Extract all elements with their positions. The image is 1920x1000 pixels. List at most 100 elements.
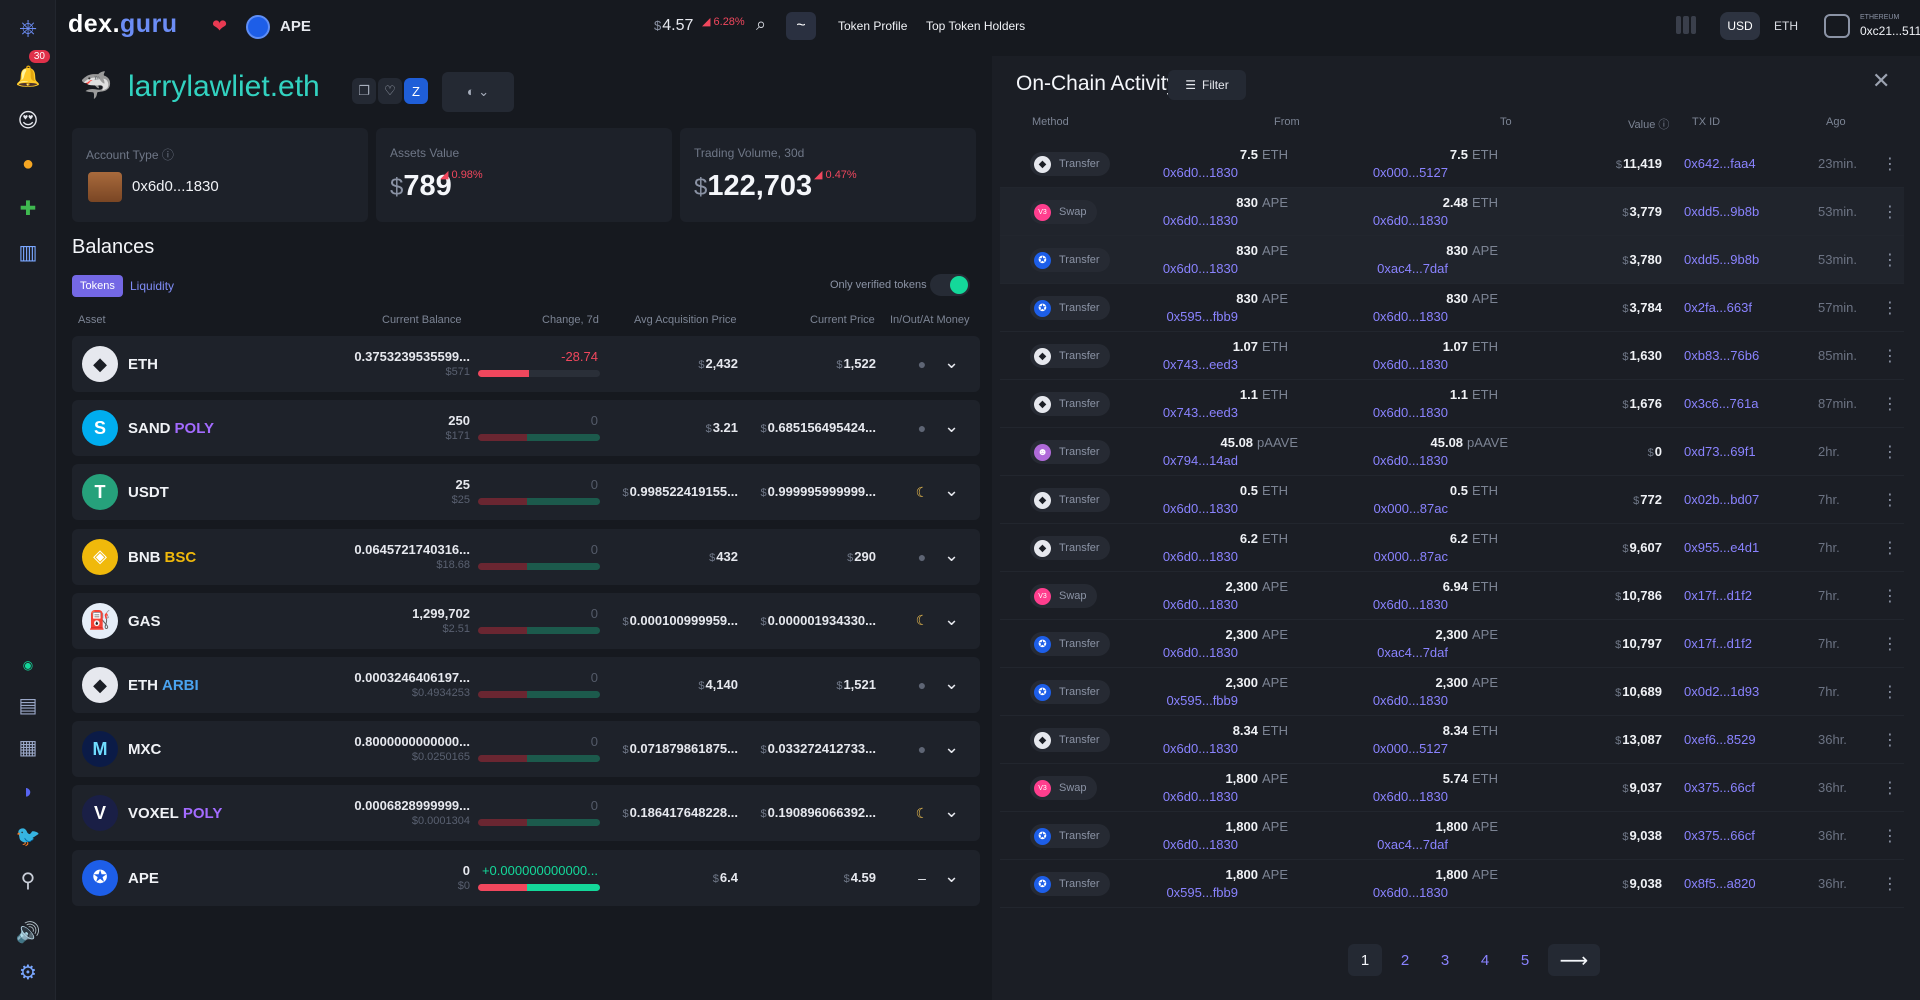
filter-button[interactable]: ☰ Filter	[1168, 70, 1246, 100]
from-address[interactable]: 0x6d0...1830	[1162, 501, 1238, 516]
asset-name[interactable]: MXC	[128, 741, 161, 758]
token-symbol[interactable]: APE	[280, 18, 311, 35]
next-page-button[interactable]: ⟶	[1548, 944, 1600, 976]
activity-row[interactable]: ◆ Transfer 7.5 ETH 0x6d0...1830 7.5 ETH 0x000..…	[1000, 140, 1904, 188]
chevron-down-icon[interactable]: ⌄	[944, 416, 960, 437]
to-address[interactable]: 0x6d0...1830	[1372, 789, 1448, 804]
token-profile-link[interactable]: Token Profile	[838, 19, 908, 33]
asset-name[interactable]: USDT	[128, 484, 169, 501]
top-holders-link[interactable]: Top Token Holders	[926, 19, 1026, 33]
more-options-icon[interactable]: ⋮	[1882, 204, 1898, 221]
activity-row[interactable]: ✪ Transfer 830 APE 0x595...fbb9 830 APE 0x6d0..…	[1000, 284, 1904, 332]
tx-id-link[interactable]: 0x8f5...a820	[1684, 876, 1756, 891]
to-address[interactable]: 0x000...87ac	[1373, 501, 1448, 516]
close-icon[interactable]: ✕	[1872, 68, 1891, 93]
activity-row[interactable]: ◆ Transfer 6.2 ETH 0x6d0...1830 6.2 ETH 0x000..…	[1000, 524, 1904, 572]
tx-id-link[interactable]: 0xef6...8529	[1684, 732, 1756, 747]
currency-eth-toggle[interactable]: ETH	[1774, 19, 1798, 33]
chart-dropdown-button[interactable]: ◐ ⌄	[442, 72, 514, 112]
to-address[interactable]: 0xac4...7daf	[1377, 645, 1448, 660]
activity-row[interactable]: ☻ Transfer 45.08 pAAVE 0x794...14ad 45.08 pAAV…	[1000, 428, 1904, 476]
tx-id-link[interactable]: 0xdd5...9b8b	[1684, 252, 1760, 267]
asset-name[interactable]: ETH	[128, 356, 158, 373]
chevron-down-icon[interactable]: ⌄	[944, 865, 960, 886]
puzzle-icon[interactable]: ✚	[19, 197, 37, 220]
activity-row[interactable]: ◆ Transfer 8.34 ETH 0x6d0...1830 8.34 ETH 0x000…	[1000, 716, 1904, 764]
asset-name[interactable]: APE	[128, 870, 159, 887]
dexguru-logo-icon[interactable]: ⎈	[19, 15, 37, 40]
to-address[interactable]: 0x6d0...1830	[1372, 309, 1448, 324]
balance-row[interactable]: ◈ BNB BSC 0.0645721740316... $18.68 0 $432 $290…	[72, 528, 980, 585]
more-options-icon[interactable]: ⋮	[1882, 636, 1898, 653]
verified-tokens-toggle[interactable]	[930, 274, 970, 296]
activity-row[interactable]: ✪ Transfer 2,300 APE 0x595...fbb9 2,300 APE 0x6…	[1000, 668, 1904, 716]
tx-id-link[interactable]: 0x0d2...1d93	[1684, 684, 1760, 699]
heart-outline-icon[interactable]: ♡	[378, 78, 402, 104]
balance-row[interactable]: ◆ ETH ARBI 0.0003246406197... $0.4934253 0 $4,…	[72, 657, 980, 713]
twitter-icon[interactable]: 🐦	[15, 825, 41, 848]
heart-icon[interactable]: ❤	[212, 16, 228, 36]
from-address[interactable]: 0x6d0...1830	[1162, 837, 1238, 852]
bell-icon[interactable]: 🔔 30	[8, 50, 50, 96]
discord-icon[interactable]: ◗	[21, 780, 35, 803]
search-icon[interactable]: ⌕	[756, 14, 767, 34]
more-options-icon[interactable]: ⋮	[1882, 876, 1898, 893]
tx-id-link[interactable]: 0xdd5...9b8b	[1684, 204, 1760, 219]
currency-usd-toggle[interactable]: USD	[1720, 12, 1760, 40]
to-address[interactable]: 0x000...5127	[1372, 165, 1448, 180]
from-address[interactable]: 0x6d0...1830	[1162, 789, 1238, 804]
balance-row[interactable]: V VOXEL POLY 0.0006828999999... $0.0001304 0 $…	[72, 785, 980, 842]
activity-row[interactable]: ✪ Transfer 830 APE 0x6d0...1830 830 APE 0xac4..…	[1000, 236, 1904, 284]
more-options-icon[interactable]: ⋮	[1882, 540, 1898, 557]
more-options-icon[interactable]: ⋮	[1882, 780, 1898, 797]
joystick-icon[interactable]: ⚲	[20, 869, 36, 892]
wallet-icon[interactable]	[1824, 14, 1850, 38]
tx-id-link[interactable]: 0x17f...d1f2	[1684, 636, 1752, 651]
from-address[interactable]: 0x595...fbb9	[1166, 885, 1238, 900]
page-4-button[interactable]: 4	[1480, 951, 1490, 969]
from-address[interactable]: 0x743...eed3	[1162, 357, 1238, 372]
to-address[interactable]: 0x6d0...1830	[1372, 453, 1448, 468]
from-address[interactable]: 0x6d0...1830	[1162, 165, 1238, 180]
tx-id-link[interactable]: 0x02b...bd07	[1684, 492, 1760, 507]
more-options-icon[interactable]: ⋮	[1882, 252, 1898, 269]
asset-name[interactable]: GAS	[128, 613, 161, 630]
chevron-down-icon[interactable]: ⌄	[944, 480, 960, 501]
asset-name[interactable]: ETH ARBI	[128, 677, 199, 694]
chevron-down-icon[interactable]: ⌄	[944, 737, 960, 758]
page-3-button[interactable]: 3	[1440, 951, 1450, 969]
to-address[interactable]: 0x6d0...1830	[1372, 597, 1448, 612]
activity-row[interactable]: ◆ Transfer 0.5 ETH 0x6d0...1830 0.5 ETH 0x000..…	[1000, 476, 1904, 524]
account-address[interactable]: 0x6d0...1830	[132, 178, 219, 195]
chevron-down-icon[interactable]: ⌄	[944, 673, 960, 693]
from-address[interactable]: 0x743...eed3	[1162, 405, 1238, 420]
chevron-down-icon[interactable]: ⌄	[944, 801, 960, 822]
asset-name[interactable]: SAND POLY	[128, 420, 214, 437]
tab-liquidity[interactable]: Liquidity	[130, 279, 175, 293]
copy-icon[interactable]: ❐	[352, 78, 376, 104]
from-address[interactable]: 0x794...14ad	[1162, 453, 1238, 468]
more-options-icon[interactable]: ⋮	[1882, 828, 1898, 845]
to-address[interactable]: 0x6d0...1830	[1372, 405, 1448, 420]
logo[interactable]: dex.guru	[68, 10, 178, 38]
activity-row[interactable]: ◆ Transfer 1.1 ETH 0x743...eed3 1.1 ETH 0x6d0..…	[1000, 380, 1904, 428]
to-address[interactable]: 0x000...87ac	[1373, 549, 1448, 564]
gear-icon[interactable]: ⚙	[19, 961, 37, 984]
to-address[interactable]: 0x6d0...1830	[1372, 213, 1448, 228]
balance-row[interactable]: T USDT 25 $25 0 $0.998522419155... $0.99999599…	[72, 464, 980, 521]
asset-name[interactable]: BNB BSC	[128, 549, 196, 566]
balance-row[interactable]: S SAND POLY 250 $171 0 $3.21 $0.685156495424...…	[72, 400, 980, 457]
from-address[interactable]: 0x6d0...1830	[1162, 597, 1238, 612]
from-address[interactable]: 0x6d0...1830	[1162, 261, 1238, 276]
activity-row[interactable]: ◆ Transfer 1.07 ETH 0x743...eed3 1.07 ETH 0x6d0…	[1000, 332, 1904, 380]
balance-row[interactable]: ◆ ETH 0.3753239535599... $571 -28.74 $2,432 $1…	[72, 336, 980, 392]
tx-id-link[interactable]: 0x2fa...663f	[1684, 300, 1752, 315]
activity-row[interactable]: ✪ Transfer 2,300 APE 0x6d0...1830 2,300 APE 0xa…	[1000, 620, 1904, 668]
tx-id-link[interactable]: 0x375...66cf	[1684, 780, 1755, 795]
activity-row[interactable]: V3 Swap 2,300 APE 0x6d0...1830 6.94 ETH 0x6d0..…	[1000, 572, 1904, 620]
to-address[interactable]: 0x000...5127	[1372, 741, 1448, 756]
tx-id-link[interactable]: 0xb83...76b6	[1684, 348, 1760, 363]
activity-row[interactable]: V3 Swap 830 APE 0x6d0...1830 2.48 ETH 0x6d0...1…	[1000, 188, 1904, 236]
to-address[interactable]: 0x6d0...1830	[1372, 357, 1448, 372]
to-address[interactable]: 0xac4...7daf	[1377, 837, 1448, 852]
